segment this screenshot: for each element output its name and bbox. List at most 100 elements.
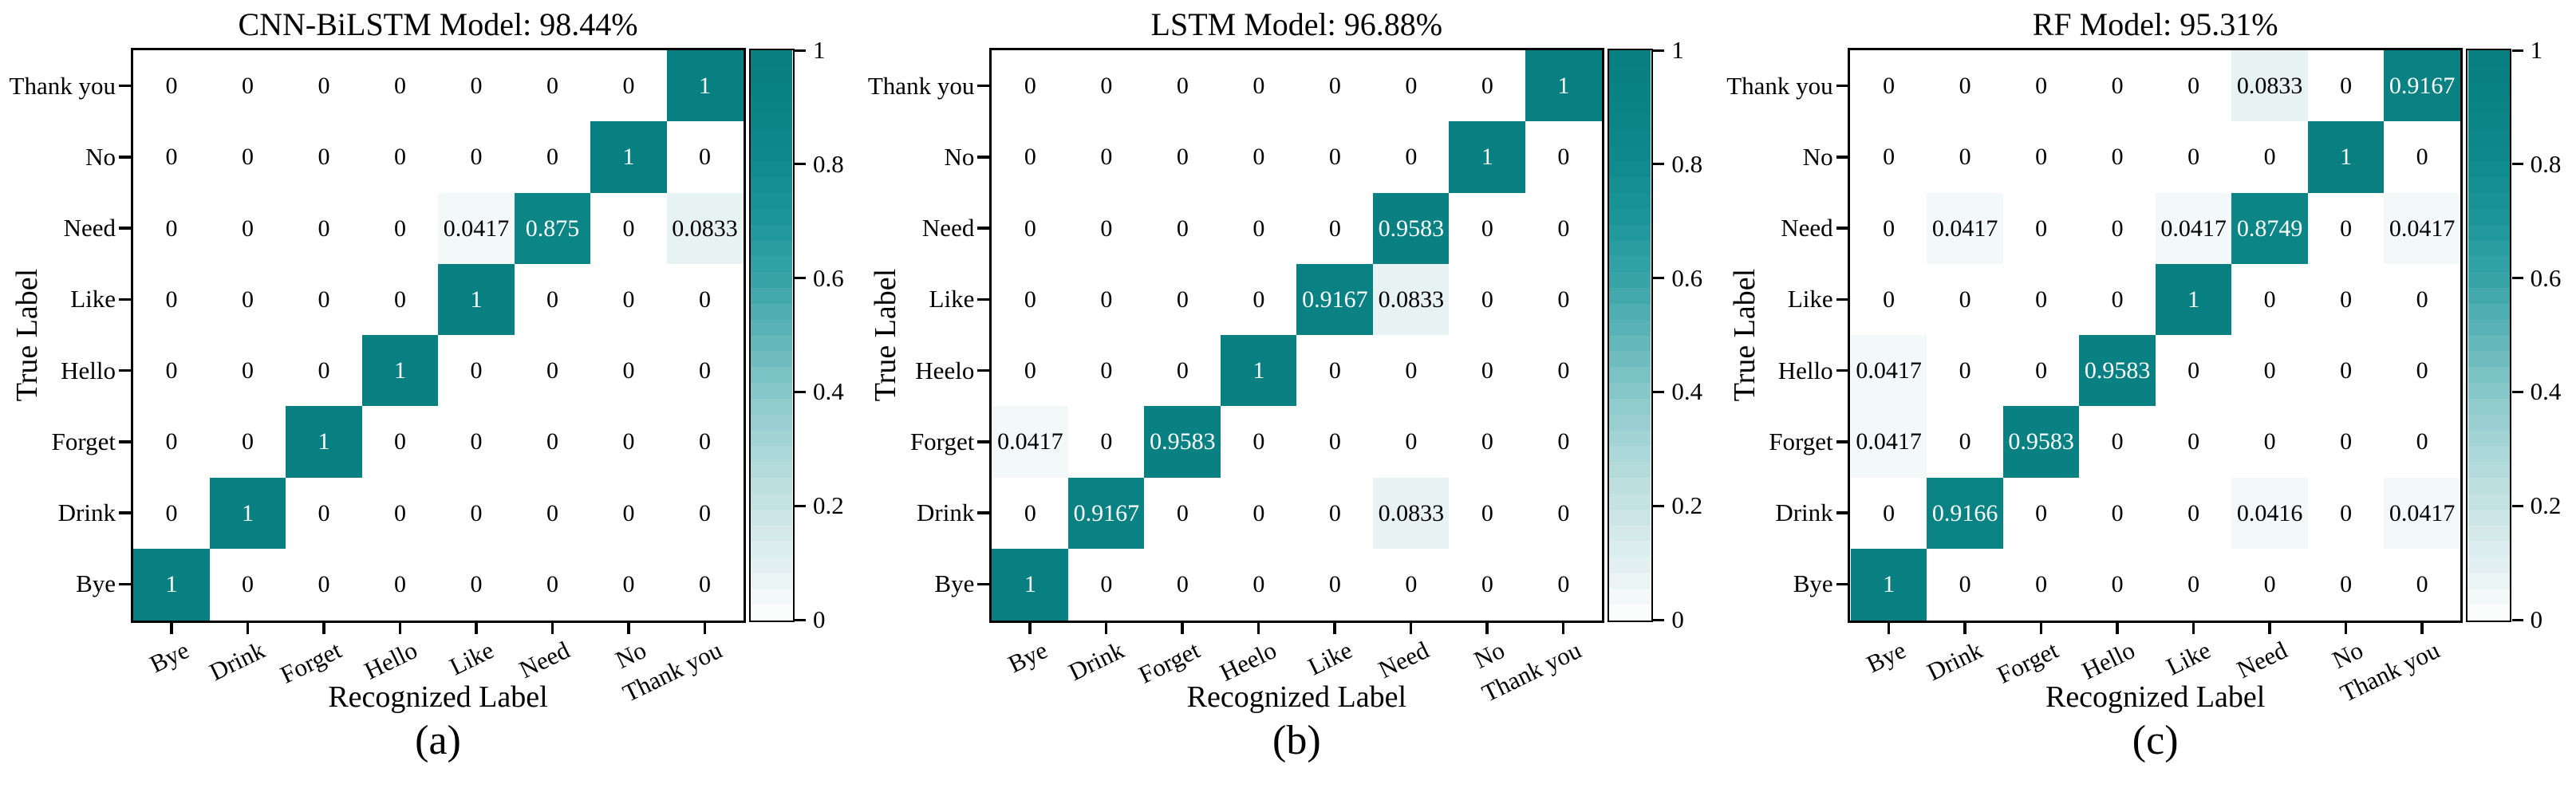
heatmap-cell: 0 bbox=[666, 121, 744, 193]
heatmap-cell: 0.0833 bbox=[1372, 263, 1450, 336]
heatmap-cell: 0 bbox=[2384, 406, 2461, 478]
colorbar-band bbox=[2468, 303, 2510, 320]
colorbar-band bbox=[2468, 129, 2510, 146]
y-tick-label: Hello bbox=[61, 356, 116, 384]
heatmap-cell: 0 bbox=[2079, 548, 2156, 621]
panel-caption: (a) bbox=[415, 718, 461, 763]
y-tick-mark bbox=[119, 227, 132, 230]
y-tick-label: Bye bbox=[934, 569, 975, 598]
colorbar-band bbox=[1609, 382, 1651, 399]
colorbar-tick-mark bbox=[1653, 504, 1665, 507]
y-tick-mark bbox=[977, 368, 991, 372]
colorbar-band bbox=[751, 81, 792, 99]
heatmap-cell: 0 bbox=[1927, 406, 2004, 478]
heatmap-cell: 0 bbox=[2002, 477, 2080, 550]
heatmap-cell: 0 bbox=[2002, 548, 2080, 621]
colorbar-band bbox=[1609, 303, 1651, 320]
heatmap-cell: 0 bbox=[2155, 335, 2232, 407]
heatmap-cell: 0 bbox=[438, 121, 515, 193]
heatmap-cell: 0 bbox=[1372, 121, 1450, 193]
y-tick-mark bbox=[977, 440, 991, 443]
colorbar-tick-label: 0.4 bbox=[813, 377, 844, 406]
y-tick-mark bbox=[119, 511, 132, 514]
heatmap-cell: 1 bbox=[2307, 121, 2385, 193]
panel-title: LSTM Model: 96.88% bbox=[1150, 6, 1443, 42]
colorbar-band bbox=[751, 525, 792, 542]
heatmap-cell: 0 bbox=[2307, 406, 2385, 478]
colorbar-band bbox=[2468, 319, 2510, 336]
colorbar-band bbox=[751, 366, 792, 384]
colorbar-tick-label: 0 bbox=[813, 605, 826, 633]
heatmap-cell: 1 bbox=[1850, 548, 1927, 621]
colorbar-band bbox=[1609, 240, 1651, 257]
heatmap-cell: 1 bbox=[666, 50, 744, 122]
heatmap-cell: 0 bbox=[514, 477, 591, 550]
colorbar-tick-label: 1 bbox=[813, 36, 826, 64]
heatmap-cell: 0 bbox=[1449, 477, 1526, 550]
colorbar-band bbox=[2468, 255, 2510, 273]
x-tick-mark bbox=[246, 621, 249, 634]
heatmap-cell: 0 bbox=[1067, 192, 1145, 265]
colorbar-band bbox=[751, 192, 792, 209]
heatmap-cell: 0 bbox=[1372, 335, 1450, 407]
colorbar-band bbox=[1609, 525, 1651, 542]
colorbar-band bbox=[2468, 509, 2510, 526]
heatmap-cell: 0 bbox=[1449, 335, 1526, 407]
colorbar-band bbox=[751, 65, 792, 83]
colorbar-tick-mark bbox=[795, 504, 806, 507]
heatmap-cell: 0 bbox=[2002, 263, 2080, 336]
y-tick-mark bbox=[1836, 368, 1849, 372]
colorbar-band bbox=[1609, 461, 1651, 479]
colorbar-band bbox=[2468, 50, 2510, 67]
colorbar-band bbox=[751, 461, 792, 479]
heatmap-cell: 0 bbox=[286, 121, 362, 193]
heatmap-cell: 0 bbox=[438, 477, 515, 550]
colorbar-band bbox=[751, 208, 792, 225]
heatmap-cell: 0.9583 bbox=[1144, 406, 1221, 478]
colorbar-tick-label: 0.6 bbox=[1671, 263, 1703, 292]
y-tick-label: Thank you bbox=[867, 71, 975, 100]
colorbar-band bbox=[2468, 398, 2510, 415]
y-tick-mark bbox=[1836, 156, 1849, 159]
colorbar-tick-label: 0.4 bbox=[1671, 377, 1703, 406]
colorbar-band bbox=[751, 398, 792, 415]
colorbar-tick-label: 0.8 bbox=[1671, 149, 1703, 178]
heatmap-cell: 0.875 bbox=[514, 192, 591, 265]
colorbar-tick-label: 0.8 bbox=[813, 149, 844, 178]
y-tick-mark bbox=[119, 156, 132, 159]
colorbar-tick-mark bbox=[1653, 618, 1665, 621]
colorbar-band bbox=[751, 113, 792, 130]
heatmap-cell: 0 bbox=[1296, 192, 1374, 265]
colorbar-band bbox=[751, 303, 792, 320]
heatmap-cell: 0 bbox=[286, 335, 362, 407]
x-tick-mark bbox=[398, 621, 401, 634]
heatmap-cell: 0 bbox=[2307, 192, 2385, 265]
heatmap-cell: 0.8749 bbox=[2231, 192, 2309, 265]
colorbar-tick-mark bbox=[2511, 277, 2523, 280]
heatmap-cell: 0 bbox=[209, 192, 286, 265]
heatmap-cell: 0 bbox=[992, 50, 1069, 122]
heatmap-cell: 0 bbox=[133, 121, 210, 193]
heatmap-cell: 0 bbox=[2384, 263, 2461, 336]
colorbar-band bbox=[751, 160, 792, 178]
x-tick-mark bbox=[703, 621, 706, 634]
y-tick-label: No bbox=[85, 142, 116, 171]
colorbar-band bbox=[1609, 556, 1651, 573]
heatmap-cell: 0 bbox=[1372, 548, 1450, 621]
colorbar-band bbox=[2468, 97, 2510, 114]
x-tick-mark bbox=[1333, 621, 1336, 634]
colorbar-band bbox=[1609, 145, 1651, 162]
x-tick-mark bbox=[627, 621, 630, 634]
heatmap-cell: 0 bbox=[2155, 406, 2232, 478]
heatmap-cell: 0 bbox=[1296, 50, 1374, 122]
y-tick-mark bbox=[1836, 511, 1849, 514]
y-tick-mark bbox=[977, 227, 991, 230]
heatmap-cell: 0 bbox=[2079, 192, 2156, 265]
colorbar-tick-mark bbox=[795, 390, 806, 393]
heatmap-cell: 0 bbox=[1144, 192, 1221, 265]
heatmap-cell: 0 bbox=[590, 335, 667, 407]
colorbar-band bbox=[1609, 477, 1651, 494]
heatmap-cell: 0 bbox=[2231, 335, 2309, 407]
heatmap-cell: 0 bbox=[2231, 121, 2309, 193]
colorbar-band bbox=[2468, 192, 2510, 209]
